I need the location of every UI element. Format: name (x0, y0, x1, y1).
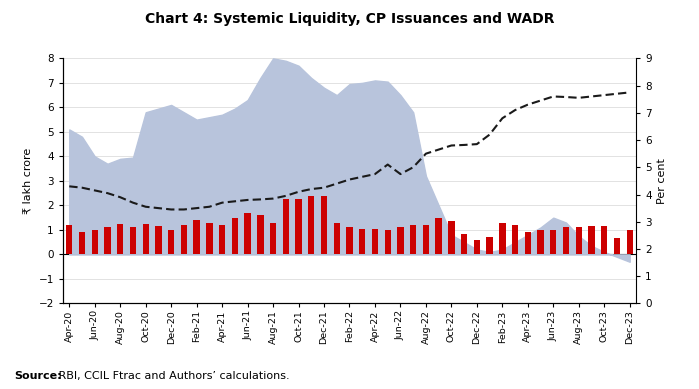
Y-axis label: Per cent: Per cent (657, 158, 668, 204)
Bar (525, 232, 531, 254)
WADR on CP (RHS) (562, 95, 570, 99)
WADR on CP (RHS) (384, 162, 392, 167)
WADR on CP (RHS) (435, 147, 443, 152)
Bar (359, 229, 366, 254)
Bar (130, 228, 136, 254)
Bar (346, 228, 353, 254)
WADR on CP (RHS) (231, 199, 239, 204)
Bar (308, 196, 315, 254)
Text: Source:: Source: (14, 371, 62, 381)
WADR on CP (RHS) (269, 196, 278, 201)
Bar (474, 240, 480, 254)
Bar (614, 238, 620, 254)
WADR on CP (RHS) (473, 142, 481, 147)
Line: WADR on CP (RHS): WADR on CP (RHS) (69, 93, 630, 210)
WADR on CP (RHS) (243, 198, 252, 202)
WADR on CP (RHS) (192, 206, 201, 210)
Bar (448, 221, 454, 254)
WADR on CP (RHS) (345, 177, 354, 182)
Bar (550, 230, 556, 254)
Bar (601, 226, 607, 254)
WADR on CP (RHS) (421, 151, 430, 156)
WADR on CP (RHS) (333, 181, 341, 186)
WADR on CP (RHS) (218, 200, 226, 205)
WADR on CP (RHS) (613, 91, 621, 96)
Bar (270, 223, 276, 254)
Bar (538, 230, 544, 254)
Bar (79, 232, 85, 254)
WADR on CP (RHS) (320, 186, 329, 190)
WADR on CP (RHS) (141, 205, 150, 209)
WADR on CP (RHS) (78, 186, 86, 190)
Bar (155, 226, 161, 254)
Text: Chart 4: Systemic Liquidity, CP Issuances and WADR: Chart 4: Systemic Liquidity, CP Issuance… (145, 12, 554, 26)
WADR on CP (RHS) (549, 94, 558, 99)
WADR on CP (RHS) (447, 143, 456, 148)
Bar (117, 224, 124, 254)
WADR on CP (RHS) (167, 207, 175, 212)
Bar (512, 225, 518, 254)
Bar (626, 230, 633, 254)
WADR on CP (RHS) (600, 93, 608, 98)
Bar (143, 224, 149, 254)
Bar (435, 218, 442, 254)
WADR on CP (RHS) (587, 94, 596, 99)
Bar (384, 230, 391, 254)
WADR on CP (RHS) (575, 96, 583, 100)
Bar (461, 233, 468, 254)
WADR on CP (RHS) (116, 195, 124, 200)
Bar (194, 220, 200, 254)
Bar (282, 199, 289, 254)
WADR on CP (RHS) (180, 207, 188, 212)
WADR on CP (RHS) (511, 108, 519, 112)
WADR on CP (RHS) (370, 172, 379, 177)
Bar (563, 228, 569, 254)
WADR on CP (RHS) (460, 143, 468, 147)
WADR on CP (RHS) (409, 165, 417, 170)
Bar (372, 229, 378, 254)
Y-axis label: ₹ lakh crore: ₹ lakh crore (23, 148, 33, 214)
Bar (397, 228, 403, 254)
Bar (487, 237, 493, 254)
WADR on CP (RHS) (282, 194, 290, 198)
Bar (245, 213, 251, 254)
Text: RBI, CCIL Ftrac and Authors’ calculations.: RBI, CCIL Ftrac and Authors’ calculation… (55, 371, 289, 381)
Bar (92, 230, 98, 254)
WADR on CP (RHS) (524, 102, 532, 107)
Bar (333, 223, 340, 254)
Bar (168, 230, 174, 254)
Bar (181, 225, 187, 254)
Bar (321, 196, 327, 254)
WADR on CP (RHS) (498, 116, 507, 121)
WADR on CP (RHS) (485, 132, 493, 137)
WADR on CP (RHS) (626, 90, 634, 95)
WADR on CP (RHS) (154, 206, 163, 210)
Bar (104, 228, 110, 254)
WADR on CP (RHS) (256, 197, 264, 202)
Bar (257, 215, 264, 254)
WADR on CP (RHS) (65, 184, 73, 189)
Bar (499, 223, 505, 254)
WADR on CP (RHS) (294, 189, 303, 194)
Bar (296, 199, 302, 254)
Bar (589, 226, 595, 254)
Bar (219, 225, 225, 254)
Bar (575, 228, 582, 254)
WADR on CP (RHS) (129, 200, 137, 205)
Bar (66, 225, 73, 254)
WADR on CP (RHS) (358, 175, 366, 179)
WADR on CP (RHS) (206, 205, 214, 209)
WADR on CP (RHS) (103, 191, 112, 196)
Bar (423, 225, 429, 254)
Bar (206, 223, 212, 254)
WADR on CP (RHS) (307, 187, 315, 191)
WADR on CP (RHS) (396, 172, 405, 177)
Bar (410, 225, 417, 254)
WADR on CP (RHS) (91, 188, 99, 193)
WADR on CP (RHS) (536, 98, 545, 103)
Bar (231, 218, 238, 254)
